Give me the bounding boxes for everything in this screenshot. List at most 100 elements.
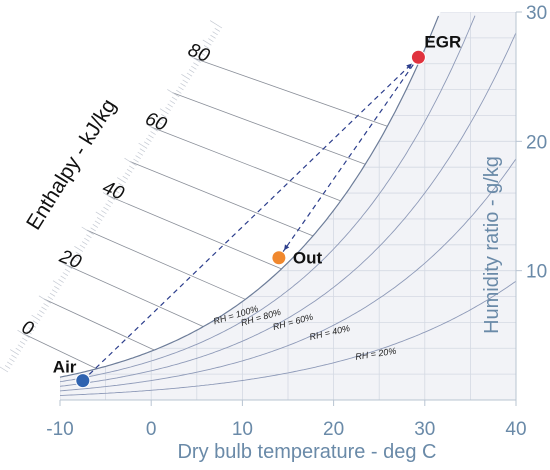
enthalpy-scale-tick (188, 69, 195, 74)
enthalpy-scale-tick (107, 199, 114, 204)
enthalpy-scale-tick (143, 141, 150, 146)
y-axis-label: Humidity ratio - g/kg (481, 156, 503, 334)
enthalpy-scale-tick (186, 72, 193, 77)
state-point-label: Air (53, 358, 77, 377)
enthalpy-scale-tick (10, 349, 19, 356)
enthalpy-scale-tick (19, 341, 26, 345)
enthalpy-scale-tick (102, 192, 116, 201)
enthalpy-scale-tick (92, 224, 99, 228)
enthalpy-scale-tick (128, 165, 135, 170)
enthalpy-tick-label: 0 (19, 317, 37, 341)
process-arrowhead (406, 63, 412, 70)
enthalpy-scale-tick (36, 313, 43, 318)
enthalpy-scale-tick (71, 258, 77, 263)
state-point-egr (410, 49, 426, 65)
enthalpy-scale-tick (176, 89, 182, 94)
enthalpy-scale-tick (180, 83, 186, 87)
y-tick-label: 10 (526, 262, 547, 283)
rh-curve (60, 280, 517, 396)
enthalpy-scale-tick (150, 131, 156, 135)
rh-curves (59, 15, 517, 396)
enthalpy-line (129, 161, 314, 237)
enthalpy-scale-tick (178, 86, 184, 91)
enthalpy-scale-tick (133, 158, 139, 163)
enthalpy-scale-tick (171, 96, 178, 101)
enthalpy-scale-tick (159, 108, 169, 115)
enthalpy-scale-tick (212, 31, 218, 36)
enthalpy-scale-tick (197, 55, 203, 60)
enthalpy-scale-tick (101, 210, 107, 215)
state-point-out (271, 250, 287, 266)
rh-curve (59, 158, 517, 392)
enthalpy-line (150, 126, 341, 202)
enthalpy-scale-tick (32, 320, 39, 325)
enthalpy-scale-tick (58, 279, 64, 283)
enthalpy-scale-tick (188, 54, 201, 63)
process-line (278, 56, 419, 259)
x-tick-label: 10 (232, 419, 253, 440)
enthalpy-scale-tick (7, 361, 13, 366)
enthalpy-scale-tick (111, 193, 118, 197)
enthalpy-scale-tick (118, 182, 124, 187)
enthalpy-scale-tick (21, 337, 28, 342)
enthalpy-scale-tick (79, 244, 86, 249)
rh-curve (59, 15, 476, 383)
enthalpy-scale-tick (154, 124, 161, 129)
enthalpy-scale-tick (208, 38, 214, 43)
enthalpy-scale-tick (156, 120, 163, 125)
enthalpy-scale-tick (30, 323, 37, 328)
enthalpy-scale-tick (15, 347, 22, 352)
enthalpy-scale-tick (202, 39, 212, 46)
enthalpy-scale-tick (126, 169, 133, 173)
enthalpy-scale-tick (148, 134, 154, 139)
process-line (82, 56, 419, 382)
enthalpy-scale-tick (49, 292, 56, 297)
enthalpy-scale-tick (38, 295, 51, 304)
state-points: Air Out EGR (53, 32, 461, 389)
chart-region (60, 12, 516, 400)
enthalpy-scale-tick (81, 226, 94, 235)
enthalpy-scale-tick (64, 268, 71, 273)
x-tick-label: 0 (146, 419, 157, 440)
enthalpy-scale-tick (31, 314, 41, 321)
grid-lines (60, 12, 516, 400)
enthalpy-scale-tick (62, 272, 69, 276)
enthalpy-scale-tick (191, 65, 197, 70)
enthalpy-scale-tick (73, 255, 79, 259)
state-point-label: EGR (424, 32, 461, 51)
x-tick-labels: -10 0 10 20 30 40 (46, 400, 527, 440)
enthalpy-scale-tick (74, 246, 84, 252)
enthalpy-scale-tick (105, 203, 111, 208)
enthalpy-scale-tick (28, 327, 34, 332)
enthalpy-scale-tick (161, 113, 167, 118)
enthalpy-scale-tick (81, 241, 88, 246)
enthalpy-scale-tick (182, 79, 188, 84)
enthalpy-scale-tick (169, 100, 176, 104)
enthalpy-scale-tick (69, 261, 75, 266)
enthalpy-scale-tick (214, 27, 221, 32)
enthalpy-scale-tick (103, 206, 109, 211)
x-tick-label: 30 (414, 419, 435, 440)
enthalpy-scale-tick (165, 107, 171, 111)
enthalpy-scale-tick (60, 275, 66, 280)
enthalpy-scale-tick (84, 237, 90, 242)
enthalpy-scale-tick (114, 189, 120, 194)
enthalpy-scale-tick (116, 186, 122, 190)
enthalpy-scale-tick (94, 220, 101, 225)
enthalpy-scale-tick (0, 366, 9, 373)
enthalpy-scale-tick (199, 52, 206, 56)
x-axis-label: Dry bulb temperature - deg C (177, 441, 436, 463)
x-tick-label: 20 (323, 419, 344, 440)
enthalpy-scale-tick (145, 123, 158, 132)
enthalpy-scale-tick (135, 155, 141, 160)
enthalpy-line (108, 195, 282, 270)
enthalpy-scale-tick (9, 358, 15, 362)
process-arrowhead (284, 244, 290, 251)
y-tick-labels: 10 20 30 (516, 3, 547, 283)
enthalpy-scale-tick (210, 34, 216, 39)
enthalpy-scale-tick (11, 354, 17, 359)
x-tick-label: 40 (505, 419, 526, 440)
enthalpy-scale-tick (43, 303, 49, 307)
enthalpy-scale-tick (39, 310, 45, 314)
enthalpy-scale-tick (124, 157, 137, 166)
